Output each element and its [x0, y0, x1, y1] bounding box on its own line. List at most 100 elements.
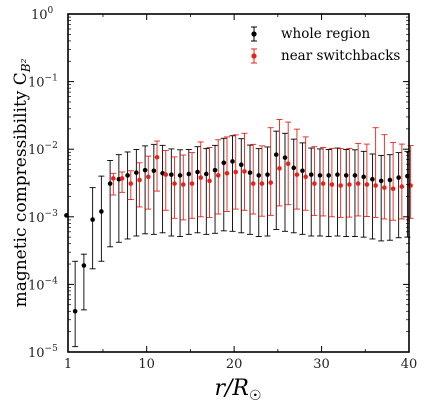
- data-point-whole-region: [124, 151, 131, 240]
- data-point-whole-region: [316, 148, 323, 237]
- data-point-whole-region: [194, 146, 201, 234]
- marker: [273, 152, 279, 157]
- data-point-whole-region: [273, 130, 280, 230]
- marker: [215, 173, 221, 178]
- marker: [142, 167, 148, 173]
- marker: [125, 173, 130, 178]
- data-point-near-switchbacks: [328, 147, 335, 218]
- data-point-near-switchbacks: [285, 121, 292, 206]
- data-point-whole-region: [168, 148, 175, 237]
- marker: [119, 176, 125, 181]
- data-point-whole-region: [150, 143, 157, 235]
- data-point-whole-region: [395, 152, 402, 239]
- data-point-whole-region: [325, 149, 332, 238]
- marker: [355, 181, 361, 186]
- data-point-whole-region: [255, 148, 262, 238]
- marker: [285, 161, 291, 167]
- data-point-near-switchbacks: [136, 162, 143, 208]
- marker: [107, 181, 113, 186]
- data-point-whole-region: [203, 148, 210, 235]
- data-point-near-switchbacks: [119, 171, 126, 193]
- data-point-near-switchbacks: [232, 134, 239, 210]
- marker: [256, 173, 262, 178]
- data-point-whole-region: [247, 144, 254, 235]
- x-axis-label: r/R☉: [214, 376, 261, 404]
- marker: [145, 174, 151, 180]
- marker: [378, 178, 384, 184]
- axes: 1 10 20 30 40 10−5 10−4 10−3 10−2 10−1 100: [28, 6, 417, 372]
- data-point-whole-region: [185, 149, 192, 235]
- marker: [134, 170, 139, 175]
- data-point-whole-region: [264, 146, 271, 237]
- marker: [320, 181, 326, 186]
- marker: [268, 180, 274, 185]
- marker: [186, 171, 192, 177]
- marker: [207, 178, 212, 184]
- marker: [338, 183, 343, 188]
- marker: [361, 174, 366, 180]
- marker: [172, 181, 177, 186]
- data-point-near-switchbacks: [390, 141, 397, 221]
- data-point-near-switchbacks: [363, 143, 370, 217]
- data-point-near-switchbacks: [372, 127, 379, 218]
- data-point-near-switchbacks: [337, 148, 344, 218]
- marker: [90, 217, 95, 222]
- plot-frame: [67, 13, 410, 353]
- marker: [151, 168, 157, 174]
- data-point-whole-region: [80, 253, 87, 311]
- marker: [189, 181, 195, 186]
- y-axis-label: magnetic compressibility CB²: [11, 58, 33, 307]
- data-point-whole-region: [308, 147, 315, 237]
- marker: [81, 263, 87, 268]
- marker: [277, 166, 282, 171]
- data-point-whole-region: [290, 138, 297, 234]
- data-point-near-switchbacks: [355, 142, 362, 217]
- y-tick-label: 10−5: [28, 344, 58, 361]
- data-point-whole-region: [89, 187, 96, 270]
- data-point-whole-region: [378, 154, 385, 242]
- marker: [265, 172, 270, 177]
- marker: [308, 172, 314, 177]
- data-point-near-switchbacks: [302, 136, 309, 211]
- x-tick-label: 30: [313, 357, 330, 372]
- data-point-near-switchbacks: [346, 147, 353, 218]
- x-tick-label: 40: [401, 357, 418, 372]
- data-point-near-switchbacks: [197, 141, 204, 218]
- marker: [247, 170, 253, 175]
- y-tick-label: 10−1: [28, 74, 58, 91]
- marker: [198, 175, 204, 180]
- data-point-near-switchbacks: [110, 172, 117, 196]
- data-point-near-switchbacks: [250, 143, 257, 215]
- marker: [326, 173, 332, 178]
- data-point-whole-region: [212, 144, 219, 234]
- legend-marker-near-switchbacks: [251, 48, 257, 64]
- data-point-whole-region: [220, 137, 227, 232]
- data-point-whole-region: [72, 260, 79, 348]
- data-point-whole-region: [238, 138, 245, 234]
- marker: [221, 160, 227, 166]
- marker: [387, 177, 393, 183]
- data-point-near-switchbacks: [189, 152, 196, 219]
- legend-label-whole-region: whole region: [281, 26, 371, 42]
- marker: [177, 173, 183, 178]
- data-point-whole-region: [351, 149, 358, 238]
- y-axis-label-subscript: B²: [19, 58, 33, 73]
- x-tick-label: 20: [226, 357, 243, 372]
- data-point-whole-region: [360, 150, 367, 238]
- marker: [294, 172, 300, 177]
- marker: [212, 167, 218, 173]
- data-point-near-switchbacks: [311, 146, 318, 216]
- data-point-near-switchbacks: [293, 128, 300, 210]
- y-tick-label: 10−4: [28, 276, 58, 293]
- data-point-near-switchbacks: [162, 149, 169, 211]
- data-point-whole-region: [369, 153, 376, 240]
- data-point-whole-region: [229, 135, 236, 232]
- data-point-near-switchbacks: [223, 136, 230, 212]
- marker: [128, 181, 134, 186]
- marker: [352, 173, 358, 178]
- data-point-whole-region: [299, 142, 306, 235]
- data-point-near-switchbacks: [267, 127, 274, 216]
- marker: [230, 159, 235, 164]
- legend: whole region near switchbacks: [251, 26, 400, 64]
- y-tick-label: 100: [31, 6, 54, 23]
